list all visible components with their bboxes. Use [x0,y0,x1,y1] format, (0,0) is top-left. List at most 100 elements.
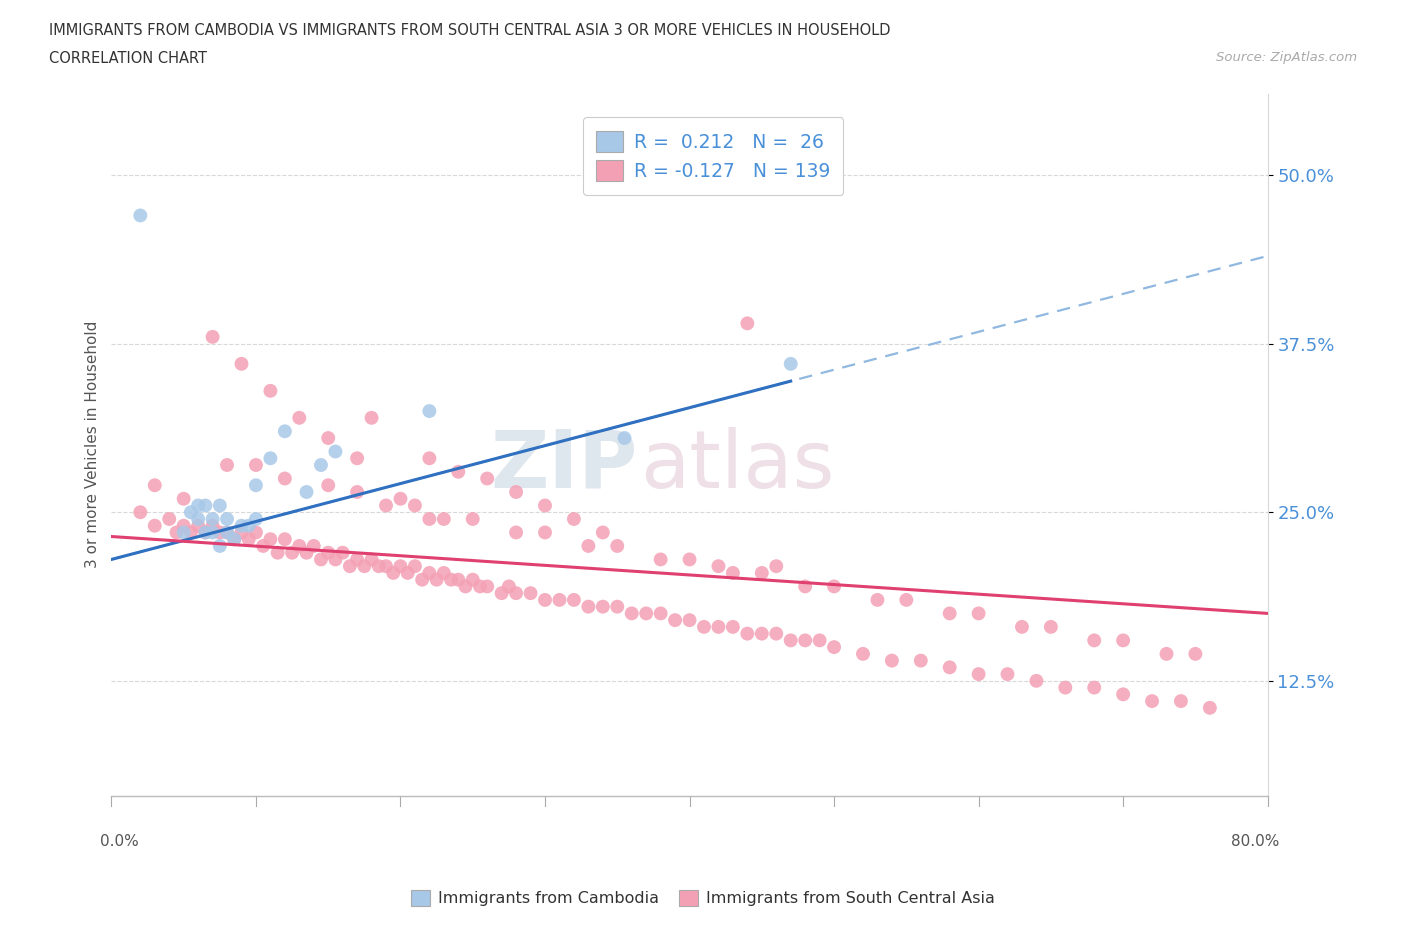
Point [592,525,614,540]
Point [1140,694,1163,709]
Point [245,478,267,493]
Point [967,606,990,621]
Point [440,572,463,587]
Point [562,512,585,526]
Point [852,646,875,661]
Point [274,472,297,486]
Point [353,559,375,574]
Point [245,512,267,526]
Point [576,538,599,553]
Point [534,592,557,607]
Point [411,572,433,587]
Point [187,498,209,513]
Point [418,451,440,466]
Point [231,525,253,540]
Point [866,592,889,607]
Point [224,532,246,547]
Point [404,498,426,513]
Point [721,565,744,580]
Point [165,525,187,540]
Point [1156,646,1178,661]
Point [433,512,456,526]
Point [505,586,527,601]
Point [505,525,527,540]
Point [534,525,557,540]
Point [346,552,368,567]
Point [1039,619,1062,634]
Point [491,586,513,601]
Point [794,633,817,648]
Point [208,538,231,553]
Point [201,525,224,540]
Point [194,525,217,540]
Legend: Immigrants from Cambodia, Immigrants from South Central Asia: Immigrants from Cambodia, Immigrants fro… [405,884,1001,912]
Point [295,545,318,560]
Point [447,572,470,587]
Point [548,592,571,607]
Point [215,458,238,472]
Y-axis label: 3 or more Vehicles in Household: 3 or more Vehicles in Household [86,321,100,568]
Point [534,498,557,513]
Point [433,565,456,580]
Point [938,660,960,675]
Point [426,572,449,587]
Text: Source: ZipAtlas.com: Source: ZipAtlas.com [1216,51,1357,64]
Point [418,512,440,526]
Point [360,410,382,425]
Point [231,518,253,533]
Point [938,606,960,621]
Point [1112,687,1135,702]
Point [896,592,918,607]
Point [295,485,318,499]
Point [562,592,585,607]
Point [477,472,499,486]
Point [721,619,744,634]
Point [1011,619,1033,634]
Point [678,613,700,628]
Point [157,512,180,526]
Point [389,559,412,574]
Point [468,579,491,594]
Point [187,512,209,526]
Point [208,498,231,513]
Point [375,498,398,513]
Point [461,512,484,526]
Point [1198,700,1220,715]
Point [245,525,267,540]
Point [360,552,382,567]
Point [201,518,224,533]
Text: IMMIGRANTS FROM CAMBODIA VS IMMIGRANTS FROM SOUTH CENTRAL ASIA 3 OR MORE VEHICLE: IMMIGRANTS FROM CAMBODIA VS IMMIGRANTS F… [49,23,891,38]
Point [215,525,238,540]
Point [880,653,903,668]
Point [1083,680,1105,695]
Point [325,445,347,459]
Point [180,505,202,520]
Legend: R =  0.212   N =  26, R = -0.127   N = 139: R = 0.212 N = 26, R = -0.127 N = 139 [583,117,844,194]
Point [765,559,787,574]
Point [316,545,339,560]
Point [461,572,484,587]
Point [1112,633,1135,648]
Point [316,431,339,445]
Point [693,619,716,634]
Point [274,532,297,547]
Point [194,498,217,513]
Text: 80.0%: 80.0% [1230,834,1279,849]
Point [245,458,267,472]
Point [664,613,686,628]
Point [339,559,361,574]
Point [396,565,419,580]
Point [389,491,412,506]
Point [1025,673,1047,688]
Point [129,505,152,520]
Text: ZIP: ZIP [491,427,637,505]
Point [751,626,773,641]
Point [143,518,166,533]
Point [180,525,202,540]
Point [1054,680,1077,695]
Point [678,552,700,567]
Point [447,464,470,479]
Point [346,485,368,499]
Point [779,633,801,648]
Point [794,579,817,594]
